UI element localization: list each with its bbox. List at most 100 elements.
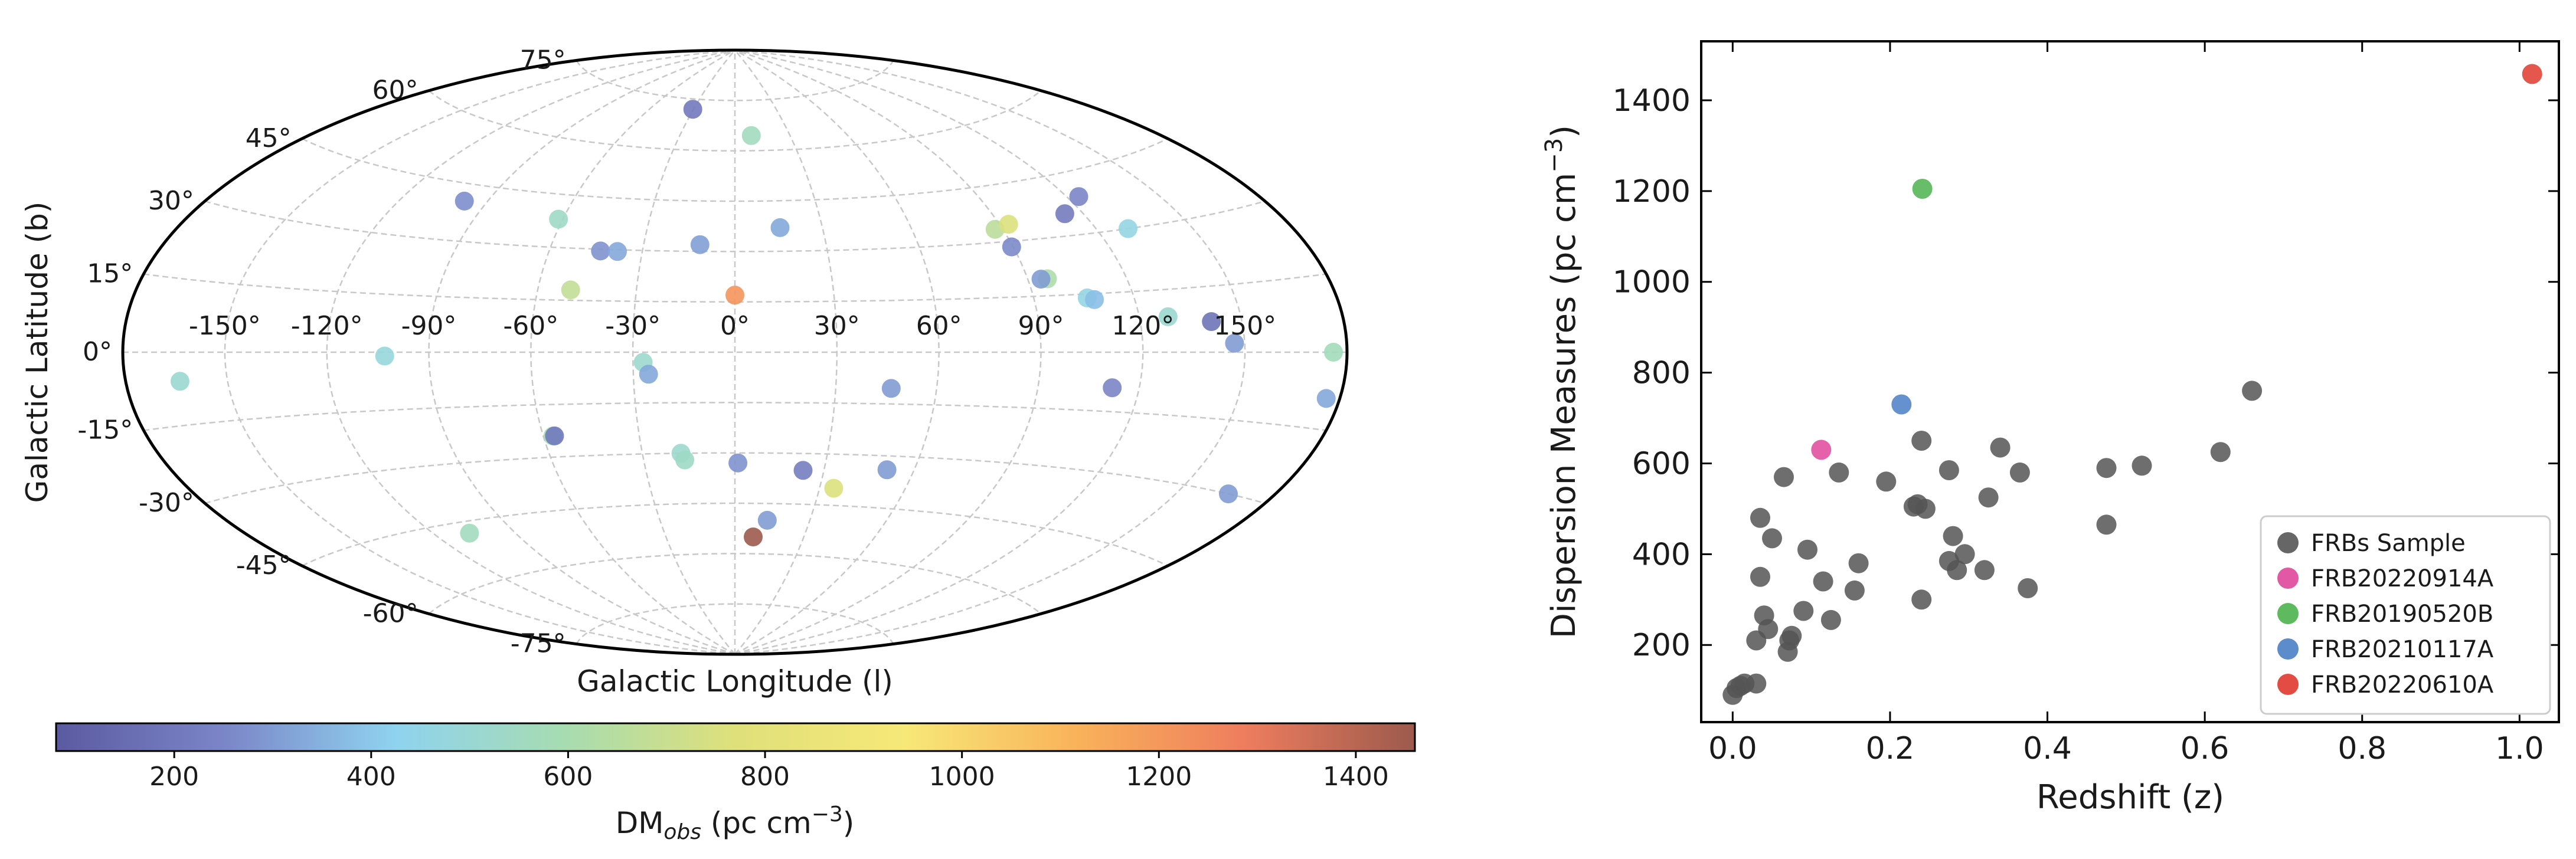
sky-frb-point: [1031, 270, 1051, 289]
colorbar-label-exp: −3: [812, 802, 843, 827]
legend-label: FRB20220610A: [2311, 671, 2494, 699]
sky-frb-point: [999, 215, 1018, 234]
x-tick-label: 0.2: [1866, 731, 1915, 766]
sky-frb-point: [561, 280, 580, 300]
sky-frb-point: [1158, 307, 1178, 326]
legend-marker: [2277, 674, 2299, 695]
frb-point: [1954, 544, 1975, 565]
sky-frb-point: [1225, 333, 1244, 353]
sky-frb-point: [460, 523, 479, 543]
frb-point: [1876, 471, 1897, 492]
dm-redshift-panel: 0.0 0.2 0.4 0.6 0.8 1.0 200 400 600 800 1000 1200 14…: [1541, 40, 2560, 817]
colorbar-tick-label: 400: [346, 762, 396, 792]
sky-map-boundary: [121, 48, 1349, 656]
sky-frb-point: [591, 241, 610, 261]
sky-frb-point: [728, 453, 748, 473]
sky-frb-point: [455, 191, 474, 211]
sky-frb-point: [1055, 204, 1074, 224]
sky-frb-point: [675, 450, 695, 470]
latitude-tick-label: -60°: [363, 598, 419, 628]
latitude-gridline: [428, 553, 1042, 615]
sky-frb-point: [1219, 484, 1238, 504]
frb-point: [1829, 462, 1849, 483]
frb-point: [1990, 437, 2011, 458]
longitude-tick-label: -150°: [189, 311, 261, 341]
latitude-tick-label: -30°: [139, 488, 194, 518]
colorbar-tick-label: 1200: [1126, 762, 1192, 792]
longitude-tick-label: -60°: [503, 311, 558, 341]
plot-xlabel: Redshift (z): [2036, 778, 2224, 817]
frb-point: [2522, 64, 2542, 84]
sky-frb-point: [1085, 290, 1104, 309]
x-tick-label: 1.0: [2495, 731, 2544, 766]
legend-marker: [2277, 638, 2299, 660]
legend-items: FRBs Sample FRB20220914A FRB20190520B FRB20…: [2277, 530, 2494, 699]
latitude-tick-label: -45°: [236, 550, 292, 581]
frb-point: [2096, 458, 2117, 478]
plot-ylabel-close: ): [1545, 125, 1583, 138]
frb-point: [1758, 619, 1779, 640]
frb-point: [1848, 553, 1869, 573]
y-tick-label: 800: [1632, 356, 1691, 391]
x-tick-label: 0.6: [2181, 731, 2230, 766]
y-tick-label: 1000: [1613, 265, 1691, 300]
legend-marker: [2277, 603, 2299, 624]
sky-frb-point: [1103, 378, 1122, 398]
colorbar-tick-label: 200: [149, 762, 199, 792]
frb-point: [1750, 507, 1770, 528]
sky-frb-point: [757, 510, 777, 530]
frb-point: [1811, 440, 1832, 460]
sky-frb-point: [639, 365, 658, 384]
frb-point: [1938, 460, 1959, 480]
sky-frb-point: [683, 100, 702, 119]
longitude-tick-label: -120°: [291, 311, 363, 341]
sky-frb-point: [770, 218, 790, 237]
frb-point: [1943, 526, 1963, 546]
latitude-gridline: [576, 603, 894, 645]
colorbar-label-unit: (pc cm: [701, 806, 812, 840]
colorbar-label-close: ): [843, 806, 855, 840]
longitude-tick-label: 0°: [720, 311, 750, 341]
longitude-gridline: [734, 49, 1246, 655]
sky-frb-point: [1002, 237, 1021, 257]
plot-ylabel: Dispersion Measures (pc cm−3): [1541, 125, 1583, 638]
latitude-tick-label: -15°: [77, 415, 133, 445]
latitude-tick-label: 60°: [372, 76, 419, 106]
latitude-tick-label: 15°: [87, 259, 133, 289]
legend: FRBs Sample FRB20220914A FRB20190520B FRB20…: [2260, 515, 2551, 715]
colorbar-gradient: [55, 722, 1416, 752]
frb-point: [1813, 571, 1833, 592]
frb-point: [2210, 442, 2231, 463]
latitude-gridline: [204, 200, 1266, 253]
longitude-tick-label: -30°: [605, 311, 661, 341]
latitude-tick-labels: -75° -60° -45° -30° -15° 0° 15° 30° 45° 60° 75°: [77, 45, 565, 658]
longitude-tick-label: 60°: [916, 311, 962, 341]
latitude-gridline: [302, 502, 1168, 567]
frb-point: [1762, 528, 1782, 549]
sky-map-panel: -150° -120° -90° -60° -30° 0° 30° 60° 90° 120° 150…: [20, 45, 1349, 699]
colorbar-tick-label: 1400: [1323, 762, 1389, 792]
sky-xlabel: Galactic Longitude (l): [577, 664, 893, 699]
sky-ylabel: Galactic Latitude (b): [20, 202, 54, 503]
frb-point: [2242, 381, 2263, 401]
latitude-gridline: [428, 90, 1042, 152]
latitude-tick-label: 0°: [83, 337, 112, 367]
legend-label: FRB20190520B: [2311, 601, 2493, 628]
longitude-tick-label: 150°: [1214, 311, 1276, 341]
plot-ylabel-main: Dispersion Measures (pc cm: [1545, 173, 1583, 638]
frb-point: [2018, 578, 2038, 598]
colorbar-ticks: 200 400 600 800 1000 1200 1400: [149, 751, 1389, 792]
frb-point: [1912, 179, 1933, 199]
longitude-tick-label: -90°: [401, 311, 457, 341]
sky-frb-point: [725, 286, 744, 305]
latitude-gridline: [576, 60, 894, 101]
sky-grid: [123, 49, 1347, 655]
frb-point: [1947, 560, 1967, 581]
colorbar: 200 400 600 800 1000 1200 1400 DMobs (pc cm−3): [55, 722, 1416, 844]
frb-point: [1911, 431, 1932, 451]
x-tick-label: 0.4: [2023, 731, 2072, 766]
latitude-tick-label: 45°: [246, 123, 292, 153]
sky-frb-point: [549, 209, 568, 229]
frb-point: [1891, 394, 1912, 415]
